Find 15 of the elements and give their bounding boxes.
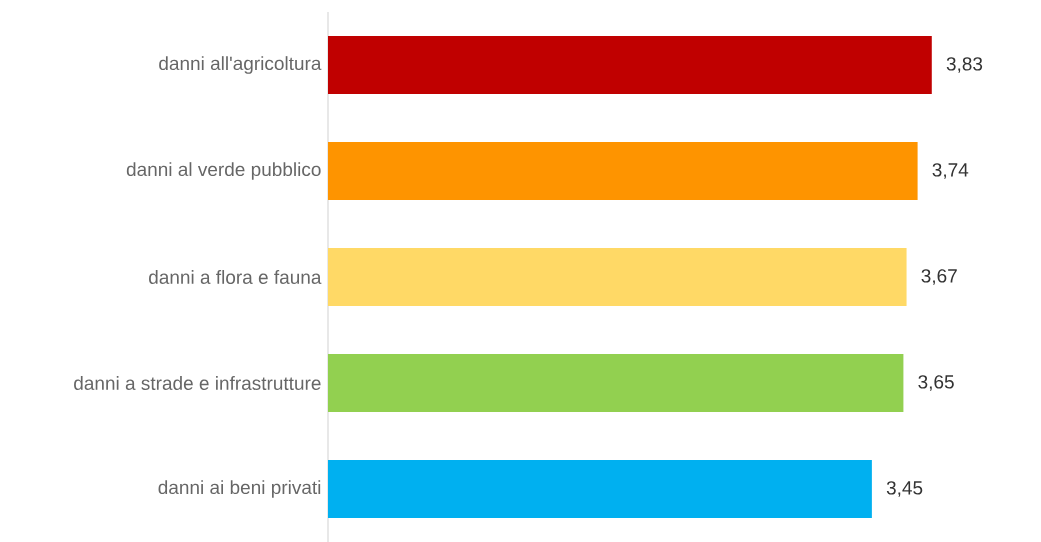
data-label: 3,74 <box>932 163 969 179</box>
data-label: 3,45 <box>886 481 923 497</box>
y-tick-label: danni ai beni privati <box>158 480 321 498</box>
data-label: 3,65 <box>918 375 954 391</box>
bar <box>328 354 904 413</box>
y-tick-label: danni al verde pubblico <box>126 162 321 180</box>
data-label: 3,83 <box>946 57 983 73</box>
data-label: 3,67 <box>921 269 957 285</box>
y-tick-label: danni all'agricoltura <box>159 56 322 74</box>
bar <box>328 248 907 307</box>
bar <box>328 142 918 201</box>
bar <box>328 460 872 519</box>
y-tick-label: danni a flora e fauna <box>149 270 322 284</box>
y-tick-label: danni a strade e infrastrutture <box>74 376 321 390</box>
bar <box>328 36 932 94</box>
